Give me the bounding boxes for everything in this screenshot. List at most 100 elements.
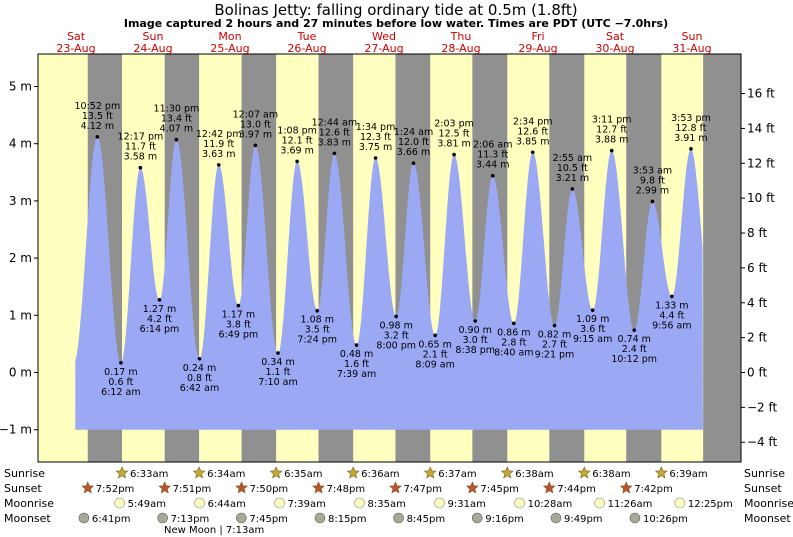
date-label: 29-Aug	[518, 42, 557, 55]
sunset-icon	[235, 481, 249, 494]
high-tide-label: 13.0 ft	[240, 119, 271, 130]
sunrise-time: 6:34am	[207, 469, 245, 480]
high-tide-point	[452, 152, 456, 157]
sunset-icon	[619, 481, 633, 494]
moonrise-icon	[274, 497, 285, 509]
sunset-time: 7:50pm	[250, 484, 289, 495]
low-tide-label: 10:12 pm	[611, 354, 657, 365]
high-tide-point	[373, 156, 378, 160]
sunrise-icon	[115, 466, 129, 479]
sunrise-icon	[500, 466, 514, 479]
low-tide-label: 6:14 pm	[140, 324, 180, 335]
date-label: 23-Aug	[56, 42, 95, 55]
low-tide-point	[670, 294, 674, 299]
low-tide-point	[276, 351, 280, 355]
high-tide-point	[411, 161, 416, 165]
low-tide-label: 9:21 pm	[535, 350, 575, 361]
chart-title: Bolinas Jetty: falling ordinary tide at …	[214, 1, 577, 19]
high-tide-label: 2:03 pm	[434, 119, 474, 130]
high-tide-label: 12.6 ft	[319, 127, 350, 138]
low-tide-point	[236, 303, 241, 308]
sunset-time: 7:51pm	[173, 484, 212, 495]
high-tide-point	[530, 150, 535, 155]
low-tide-point	[433, 333, 437, 338]
row-label-moonrise: Moonrise	[4, 497, 54, 510]
day-of-week-label: Fri	[531, 30, 544, 43]
high-tide-label: 12.5 ft	[439, 129, 470, 140]
sunset-time: 7:47pm	[403, 484, 442, 495]
high-tide-label: 3.69 m	[280, 145, 313, 156]
sunset-icon	[81, 481, 95, 494]
high-tide-label: 11:30 pm	[154, 104, 200, 115]
date-label: 28-Aug	[441, 42, 480, 55]
sunrise-time: 6:37am	[438, 469, 476, 480]
high-tide-label: 10:52 pm	[75, 101, 121, 112]
day-of-week-label: Thu	[450, 30, 472, 43]
low-tide-label: 1.6 ft	[344, 359, 369, 370]
sunrise-icon	[269, 466, 283, 479]
high-tide-point	[174, 137, 179, 142]
moonrise-time: 10:28am	[528, 499, 573, 510]
high-tide-point	[332, 151, 337, 156]
high-tide-label: 2.99 m	[636, 185, 669, 196]
low-tide-label: 1.1 ft	[265, 367, 290, 378]
high-tide-label: 3.75 m	[359, 142, 392, 153]
low-tide-label: 2.7 ft	[542, 340, 567, 351]
high-tide-label: 1:34 pm	[356, 122, 396, 133]
high-tide-point	[609, 148, 614, 153]
low-tide-label: 0.8 ft	[187, 373, 212, 384]
high-tide-point	[650, 199, 655, 204]
moonrise-time: 5:49am	[128, 499, 166, 510]
low-tide-point	[632, 328, 637, 332]
date-label: 30-Aug	[595, 42, 634, 55]
high-tide-label: 3.63 m	[202, 149, 235, 160]
low-tide-point	[197, 356, 202, 361]
low-tide-label: 4.4 ft	[659, 310, 684, 321]
high-tide-label: 12.0 ft	[398, 137, 429, 148]
low-tide-label: 6:42 am	[180, 383, 219, 394]
high-tide-label: 3:53 am	[633, 165, 672, 176]
low-tide-label: 3.6 ft	[580, 324, 605, 335]
low-tide-label: 0.24 m	[183, 363, 216, 374]
sunset-time: 7:48pm	[327, 484, 366, 495]
low-tide-label: 1.27 m	[143, 304, 176, 315]
date-label: 24-Aug	[133, 42, 172, 55]
right-tick-label: 12 ft	[747, 156, 775, 170]
high-tide-label: 3.66 m	[397, 147, 430, 158]
row-label-moonset: Moonset	[4, 512, 51, 525]
tide-curve	[75, 137, 703, 430]
left-tick-label: −1 m	[0, 423, 32, 437]
high-tide-point	[689, 147, 693, 151]
high-tide-label: 1:24 am	[394, 127, 433, 138]
left-tick-label: 1 m	[9, 308, 32, 322]
moon-phase-note: New Moon | 7:13am	[164, 525, 264, 536]
moonset-time: 7:45pm	[249, 514, 288, 525]
sunset-time: 7:45pm	[480, 484, 519, 495]
low-tide-label: 6:49 pm	[219, 330, 259, 341]
sunrise-time: 6:38am	[592, 469, 630, 480]
high-tide-point	[253, 143, 258, 148]
sunrise-time: 6:38am	[515, 469, 553, 480]
high-tide-label: 3.85 m	[516, 136, 549, 147]
moonset-icon	[550, 512, 562, 524]
high-tide-label: 12.3 ft	[360, 132, 391, 143]
moonrise-time: 6:44am	[208, 499, 246, 510]
astronomy-rows: Sunrise Sunrise Sunset Sunset Moonrise Moonri…	[4, 466, 793, 536]
low-tide-point	[354, 343, 359, 347]
high-tide-point	[216, 163, 221, 167]
moonrise-icon	[594, 497, 605, 509]
low-tide-point	[119, 360, 123, 365]
high-tide-label: 11.9 ft	[203, 139, 234, 150]
low-tide-label: 0.82 m	[538, 330, 571, 341]
high-tide-label: 3.88 m	[595, 135, 628, 146]
moonrise-time: 7:39am	[288, 499, 326, 510]
sunrise-time: 6:36am	[361, 469, 399, 480]
low-tide-label: 7:10 am	[258, 377, 297, 388]
low-tide-label: 0.65 m	[418, 339, 451, 350]
high-tide-label: 9.8 ft	[640, 175, 665, 186]
high-tide-label: 12.6 ft	[517, 126, 548, 137]
right-tick-label: 16 ft	[747, 87, 775, 101]
high-tide-point	[490, 173, 495, 178]
high-tide-label: 11.3 ft	[477, 150, 508, 161]
